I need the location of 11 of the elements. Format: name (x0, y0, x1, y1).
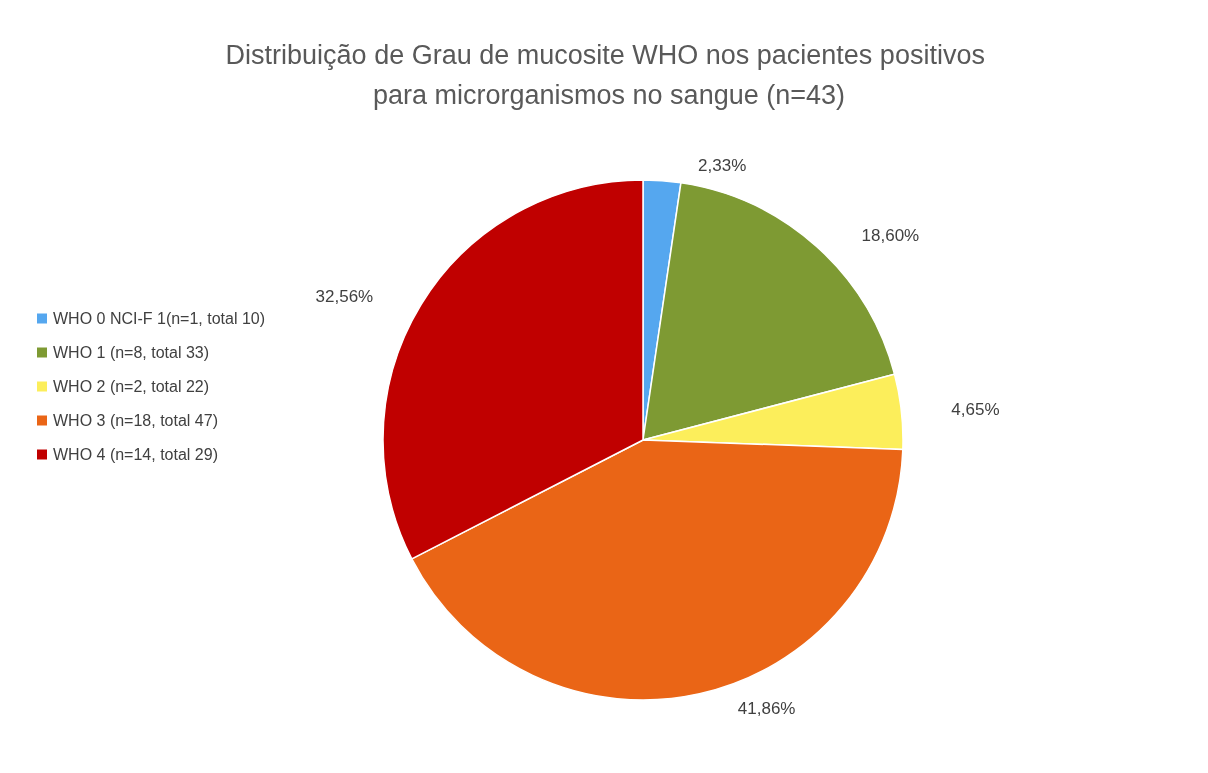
legend-label: WHO 2 (n=2, total 22) (53, 378, 210, 395)
data-label: 41,86% (737, 698, 796, 718)
data-label: 32,56% (315, 287, 374, 307)
legend-label: WHO 3 (n=18, total 47) (53, 412, 218, 429)
chart-title: Distribuição de Grau de mucosite WHO nos pacientes positivos para microrganismos no sangue (n=43) (225, 40, 993, 110)
legend-label: WHO 4 (n=14, total 29) (53, 446, 218, 463)
data-label: 18,60% (861, 225, 920, 245)
legend-label: WHO 1 (n=8, total 33) (53, 344, 210, 361)
data-label: 2,33% (698, 156, 747, 176)
legend-label: WHO 0 NCI-F 1(n=1, total 10) (53, 310, 266, 327)
data-label: 4,65% (951, 400, 1000, 420)
